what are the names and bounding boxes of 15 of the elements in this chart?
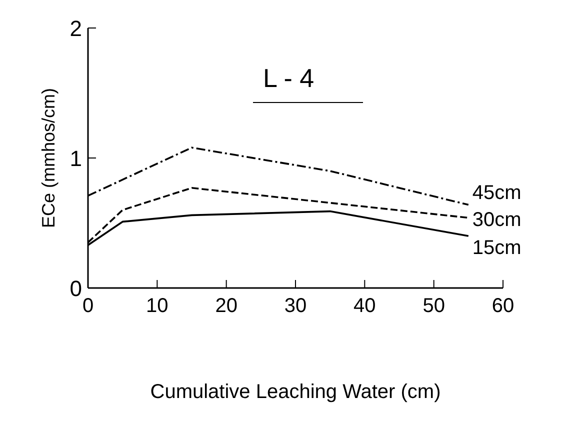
x-tick-label: 40	[354, 295, 376, 318]
x-tick-label: 60	[492, 295, 514, 318]
y-tick-label: 1	[70, 146, 82, 171]
x-tick-label: 20	[215, 295, 238, 318]
x-tick-label: 30	[284, 295, 307, 318]
series-label: 45cm	[472, 182, 522, 204]
x-tick-label: 50	[422, 295, 445, 318]
text: L - 4	[263, 63, 316, 94]
x-axis-title: Cumulative Leaching Water (cm)	[150, 381, 441, 403]
x-tick-label: 10	[146, 295, 168, 318]
series-label: 30cm	[472, 208, 522, 231]
y-tick-label: 2	[70, 16, 82, 41]
y-tick-label: 0	[70, 276, 82, 301]
y-axis-title: ECe (mmhos/cm)	[38, 88, 58, 228]
series-label: 15cm	[472, 237, 522, 259]
